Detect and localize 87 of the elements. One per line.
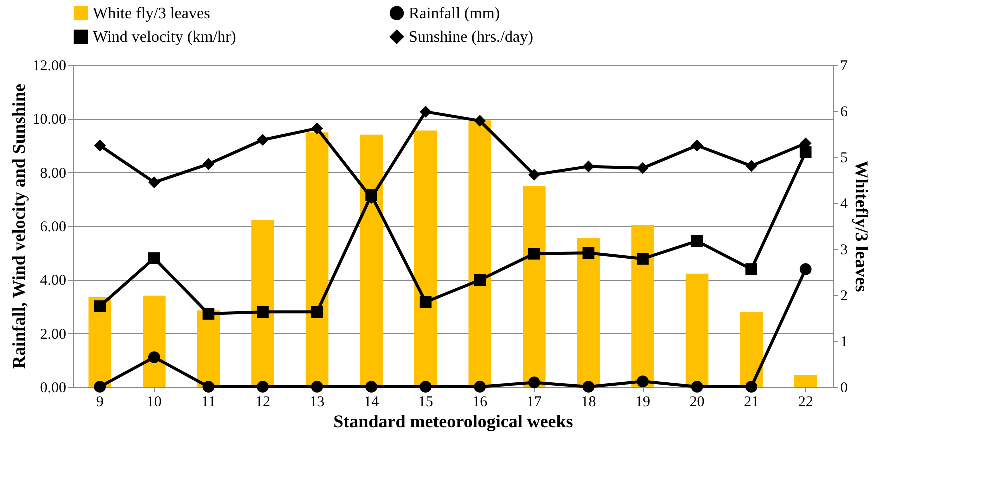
point bbox=[202, 308, 215, 320]
point bbox=[420, 296, 432, 308]
x-axis-title: Standard meteorological weeks bbox=[334, 412, 574, 432]
point bbox=[691, 235, 704, 248]
point bbox=[148, 252, 160, 264]
bar bbox=[414, 130, 438, 387]
x-tick-label: 14 bbox=[364, 394, 380, 410]
y2-tick-label: 2 bbox=[840, 288, 848, 304]
y-tick-label: 10.00 bbox=[32, 112, 66, 128]
point bbox=[257, 134, 269, 146]
point bbox=[202, 381, 215, 393]
x-tick-label: 21 bbox=[744, 394, 760, 410]
point bbox=[311, 381, 324, 393]
point bbox=[691, 140, 704, 152]
point bbox=[637, 376, 649, 388]
point bbox=[257, 381, 269, 393]
point bbox=[800, 264, 812, 276]
y-tick-label: 0.00 bbox=[40, 380, 66, 396]
point bbox=[691, 381, 704, 393]
x-tick-label: 10 bbox=[146, 394, 162, 410]
y2-tick-label: 4 bbox=[840, 196, 848, 212]
legend-label: Sunshine (hrs./day) bbox=[409, 29, 534, 46]
point bbox=[420, 381, 432, 393]
y2-tick-label: 3 bbox=[840, 242, 848, 258]
y-tick-label: 12.00 bbox=[32, 58, 66, 74]
legend-label: White fly/3 leaves bbox=[93, 5, 210, 22]
y2-tick-label: 1 bbox=[840, 334, 848, 350]
y-tick-label: 2.00 bbox=[40, 326, 66, 343]
bar bbox=[252, 220, 274, 387]
point bbox=[202, 158, 215, 170]
x-tick-label: 22 bbox=[798, 394, 814, 410]
point bbox=[474, 274, 486, 286]
point bbox=[746, 381, 758, 393]
x-tick-label: 18 bbox=[581, 394, 596, 410]
point bbox=[528, 248, 540, 260]
x-tick-label: 17 bbox=[526, 394, 542, 410]
bar bbox=[306, 132, 329, 387]
point bbox=[94, 140, 106, 152]
bar bbox=[740, 312, 763, 387]
point bbox=[637, 162, 649, 174]
y2-tick-label: 0 bbox=[840, 380, 848, 396]
point bbox=[800, 146, 812, 158]
x-tick-label: 12 bbox=[256, 394, 270, 410]
point bbox=[582, 381, 595, 393]
x-tick-label: 9 bbox=[96, 394, 104, 410]
bar bbox=[632, 226, 654, 387]
point bbox=[148, 176, 160, 188]
point bbox=[148, 352, 160, 364]
point bbox=[637, 253, 649, 265]
point bbox=[94, 300, 106, 312]
point bbox=[257, 306, 269, 318]
point bbox=[311, 122, 324, 135]
point bbox=[746, 264, 758, 276]
y-tick-label: 4.00 bbox=[40, 273, 66, 290]
y2-tick-label: 7 bbox=[840, 58, 848, 74]
point bbox=[582, 247, 595, 260]
x-tick-label: 13 bbox=[310, 394, 325, 410]
y-axis-title: Rainfall, Wind velocity and Sunshine bbox=[8, 84, 29, 369]
x-tick-label: 19 bbox=[636, 394, 650, 410]
y2-axis-title: Whitefly/3 leaves bbox=[852, 160, 872, 292]
point bbox=[528, 376, 540, 389]
point bbox=[582, 160, 595, 173]
x-tick-label: 11 bbox=[201, 394, 216, 410]
bar bbox=[468, 120, 492, 387]
point bbox=[474, 115, 486, 127]
x-tick-label: 15 bbox=[418, 394, 434, 410]
legend-label: Rainfall (mm) bbox=[409, 5, 500, 22]
x-tick-label: 20 bbox=[690, 394, 705, 410]
bar bbox=[143, 296, 166, 387]
point bbox=[746, 160, 758, 172]
point bbox=[366, 381, 378, 393]
point bbox=[94, 381, 106, 393]
point bbox=[311, 306, 324, 318]
point bbox=[528, 169, 540, 181]
y-tick-label: 8.00 bbox=[40, 166, 66, 182]
y2-tick-label: 5 bbox=[840, 150, 848, 166]
bar bbox=[686, 274, 709, 387]
y2-tick-label: 6 bbox=[840, 104, 848, 120]
x-tick-label: 16 bbox=[472, 394, 488, 410]
bar bbox=[794, 376, 818, 387]
point bbox=[474, 381, 486, 393]
bar bbox=[360, 134, 383, 387]
bar bbox=[523, 186, 546, 387]
bar bbox=[577, 238, 600, 387]
point bbox=[420, 106, 432, 118]
legend-label: Wind velocity (km/hr) bbox=[93, 29, 236, 46]
y-tick-label: 6.00 bbox=[40, 220, 66, 236]
